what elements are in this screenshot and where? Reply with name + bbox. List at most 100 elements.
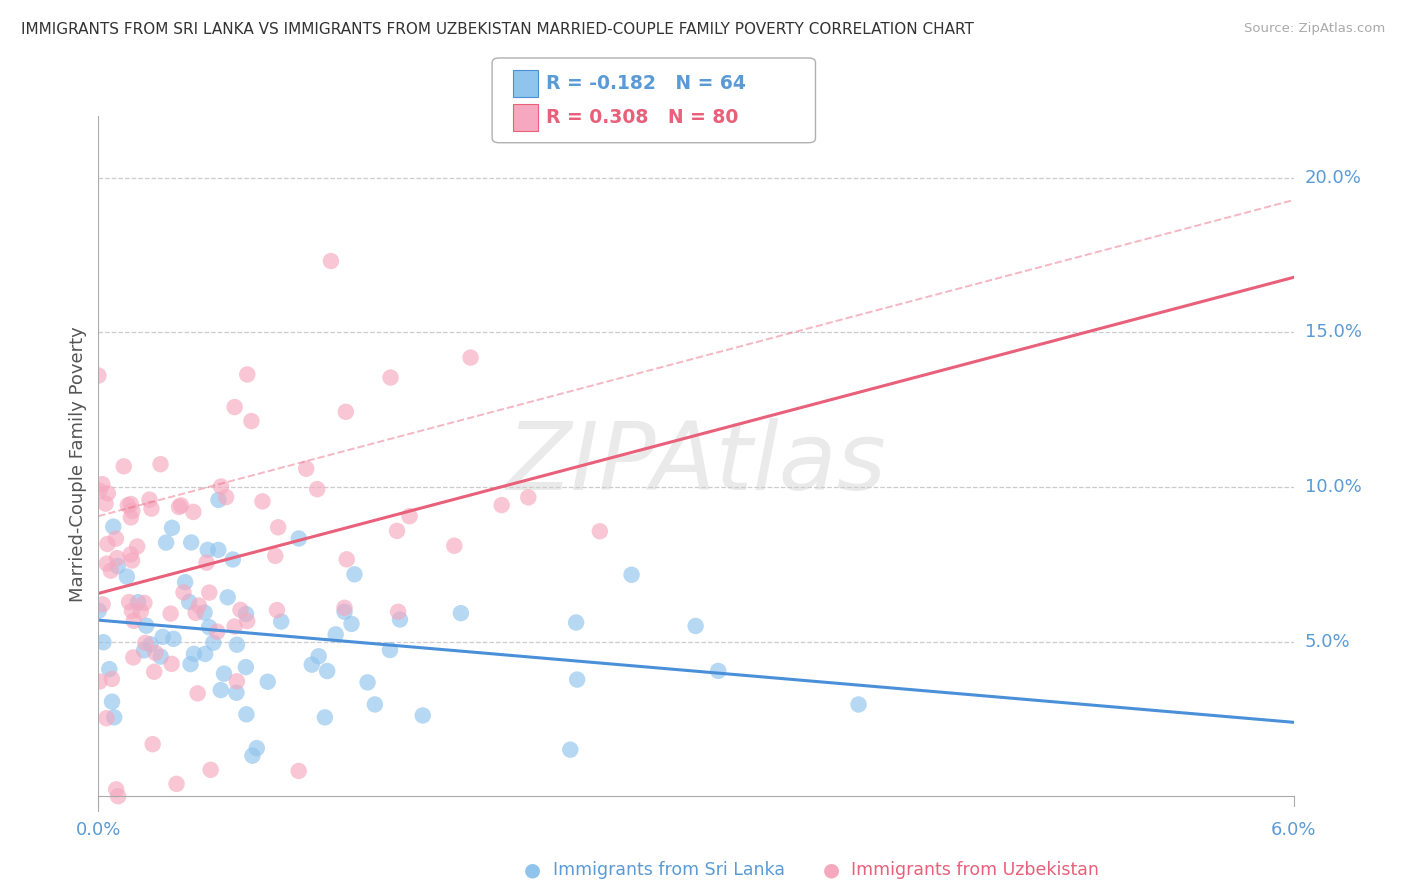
Point bbox=[222, 552, 245, 566]
Point bbox=[127, 540, 149, 554]
Point bbox=[388, 613, 411, 627]
Point bbox=[340, 616, 363, 631]
Point bbox=[198, 620, 221, 634]
Point bbox=[145, 646, 167, 660]
Point bbox=[325, 627, 347, 641]
Point bbox=[707, 664, 730, 678]
Point bbox=[105, 551, 128, 566]
Point bbox=[134, 636, 156, 650]
Point bbox=[179, 595, 201, 609]
Point bbox=[118, 595, 141, 609]
Text: 5.0%: 5.0% bbox=[1305, 632, 1350, 650]
Point bbox=[209, 683, 232, 698]
Point bbox=[94, 497, 117, 511]
Point bbox=[267, 520, 290, 534]
Point bbox=[129, 604, 152, 618]
Point bbox=[173, 585, 195, 599]
Point bbox=[226, 638, 249, 652]
Point bbox=[378, 643, 401, 657]
Point bbox=[122, 614, 145, 628]
Point bbox=[103, 710, 125, 724]
Point bbox=[149, 649, 172, 664]
Point bbox=[356, 675, 378, 690]
Point bbox=[184, 606, 207, 620]
Point bbox=[240, 414, 263, 428]
Point bbox=[142, 737, 165, 751]
Point bbox=[246, 741, 269, 756]
Point bbox=[127, 595, 149, 609]
Point bbox=[685, 619, 707, 633]
Point bbox=[121, 553, 143, 567]
Point bbox=[198, 585, 221, 599]
Point bbox=[264, 549, 287, 563]
Point bbox=[307, 482, 329, 496]
Point bbox=[387, 605, 409, 619]
Point bbox=[193, 606, 215, 620]
Text: 6.0%: 6.0% bbox=[1271, 822, 1316, 839]
Point bbox=[235, 660, 257, 674]
Point bbox=[194, 647, 217, 661]
Point bbox=[252, 494, 274, 508]
Point bbox=[87, 368, 110, 383]
Point bbox=[91, 598, 114, 612]
Point bbox=[152, 630, 174, 644]
Point bbox=[155, 535, 177, 549]
Text: IMMIGRANTS FROM SRI LANKA VS IMMIGRANTS FROM UZBEKISTAN MARRIED-COUPLE FAMILY PO: IMMIGRANTS FROM SRI LANKA VS IMMIGRANTS … bbox=[21, 22, 974, 37]
Text: ●: ● bbox=[823, 860, 839, 880]
Point bbox=[308, 649, 330, 664]
Point bbox=[166, 777, 188, 791]
Point bbox=[93, 635, 115, 649]
Point bbox=[170, 499, 193, 513]
Point bbox=[100, 564, 122, 578]
Point bbox=[104, 532, 127, 546]
Point bbox=[207, 492, 229, 507]
Point bbox=[200, 763, 222, 777]
Point bbox=[491, 498, 513, 512]
Point bbox=[89, 674, 111, 689]
Point bbox=[101, 695, 124, 709]
Point bbox=[224, 619, 246, 633]
Point bbox=[412, 708, 434, 723]
Point bbox=[187, 686, 209, 700]
Point bbox=[149, 457, 172, 471]
Point bbox=[565, 615, 588, 630]
Point bbox=[96, 711, 118, 725]
Text: 0.0%: 0.0% bbox=[76, 822, 121, 839]
Text: 10.0%: 10.0% bbox=[1305, 478, 1361, 496]
Point bbox=[336, 552, 359, 566]
Point bbox=[134, 596, 156, 610]
Point bbox=[120, 548, 142, 562]
Text: 15.0%: 15.0% bbox=[1305, 324, 1361, 342]
Point bbox=[107, 789, 129, 804]
Point bbox=[385, 524, 408, 538]
Point bbox=[103, 519, 125, 533]
Point bbox=[205, 624, 228, 639]
Point bbox=[105, 782, 128, 797]
Point bbox=[183, 505, 205, 519]
Point bbox=[209, 479, 232, 493]
Point bbox=[183, 647, 205, 661]
Point bbox=[167, 500, 190, 514]
Point bbox=[121, 504, 143, 518]
Point bbox=[117, 498, 139, 512]
Point bbox=[316, 664, 339, 678]
Point bbox=[266, 603, 288, 617]
Point bbox=[197, 542, 219, 557]
Text: Immigrants from Uzbekistan: Immigrants from Uzbekistan bbox=[851, 861, 1099, 879]
Point bbox=[202, 636, 225, 650]
Text: R = 0.308   N = 80: R = 0.308 N = 80 bbox=[546, 108, 738, 128]
Point bbox=[188, 599, 211, 613]
Point bbox=[319, 254, 342, 268]
Point bbox=[225, 674, 247, 689]
Point bbox=[112, 459, 135, 474]
Point bbox=[89, 483, 111, 498]
Point bbox=[443, 539, 465, 553]
Text: Immigrants from Sri Lanka: Immigrants from Sri Lanka bbox=[553, 861, 785, 879]
Point bbox=[96, 557, 118, 571]
Point bbox=[160, 521, 183, 535]
Point bbox=[287, 764, 309, 778]
Point bbox=[560, 742, 582, 756]
Point bbox=[120, 510, 142, 524]
Point bbox=[301, 657, 323, 672]
Point bbox=[122, 650, 145, 665]
